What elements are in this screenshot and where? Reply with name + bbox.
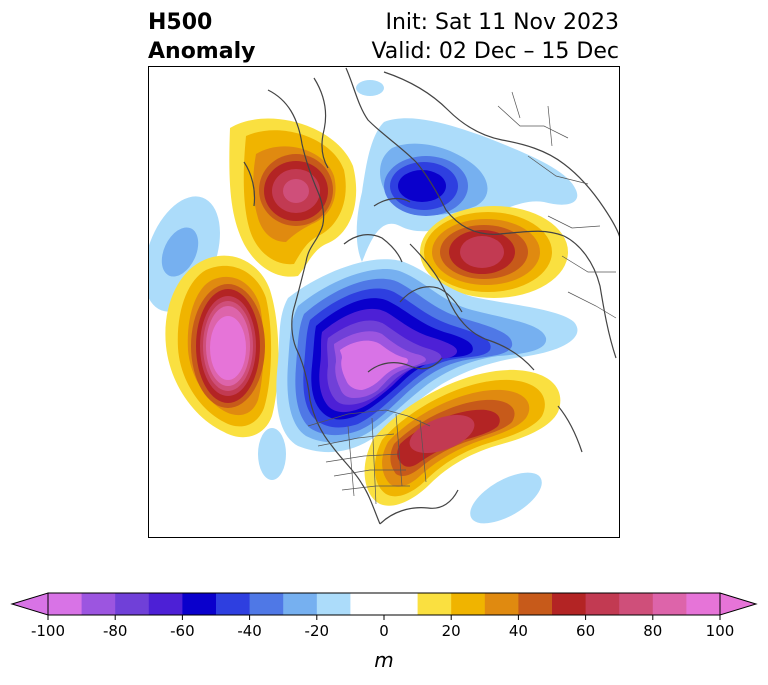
colorbar-swatch (518, 593, 553, 615)
colorbar-swatch (686, 593, 721, 615)
colorbar-swatch (216, 593, 251, 615)
colorbar-swatch (552, 593, 587, 615)
colorbar-tick-label: 0 (379, 622, 389, 640)
minor-negatives (258, 80, 542, 524)
colorbar-tick-label: -40 (237, 622, 262, 640)
colorbar-tick-label: 80 (643, 622, 662, 640)
map-border (148, 66, 620, 538)
colorbar-tick-label: 60 (576, 622, 595, 640)
title-line-2: Anomaly (148, 39, 256, 64)
ridge-north-pacific (165, 255, 279, 438)
colorbar-swatch (115, 593, 150, 615)
colorbar-swatch (384, 593, 419, 615)
colorbar-tick-label: -80 (103, 622, 128, 640)
init-date: Init: Sat 11 Nov 2023 (385, 10, 619, 35)
ridge-siberia (420, 206, 568, 298)
valid-range: Valid: 02 Dec – 15 Dec (371, 39, 619, 64)
colorbar-swatch (316, 593, 351, 615)
colorbar-swatch (148, 593, 183, 615)
colorbar-swatch (451, 593, 486, 615)
borders (307, 91, 617, 505)
anomaly-map (148, 66, 620, 538)
trough-arctic (356, 118, 578, 262)
colorbar-tick-label: -20 (305, 622, 330, 640)
colorbar: -100 -80 -60 -40 -20 0 20 40 60 80 100 m (10, 592, 758, 672)
ridge-northeast-us (364, 369, 561, 506)
colorbar-swatches (48, 593, 721, 615)
colorbar-swatch (182, 593, 217, 615)
colorbar-tick-label: 40 (509, 622, 528, 640)
colorbar-swatch (350, 593, 385, 615)
date-info: Init: Sat 11 Nov 2023 Valid: 02 Dec – 15… (371, 8, 619, 66)
coastlines (243, 67, 620, 525)
colorbar-swatch (484, 593, 519, 615)
colorbar-swatch (585, 593, 620, 615)
title-line-1: H500 (148, 10, 213, 35)
colorbar-extend-low (10, 592, 49, 616)
colorbar-swatch (283, 593, 318, 615)
colorbar-swatch (619, 593, 654, 615)
colorbar-tick-label: -100 (31, 622, 65, 640)
colorbar-ticks: -100 -80 -60 -40 -20 0 20 40 60 80 100 (31, 615, 734, 640)
colorbar-unit-label: m (374, 648, 393, 672)
colorbar-swatch (249, 593, 284, 615)
colorbar-swatch (652, 593, 687, 615)
chart-title: H500 Anomaly (148, 8, 255, 66)
colorbar-swatch (48, 593, 83, 615)
colorbar-tick-label: 20 (442, 622, 461, 640)
colorbar-swatch (417, 593, 452, 615)
colorbar-extend-high (719, 592, 758, 616)
colorbar-tick-label: 100 (706, 622, 735, 640)
colorbar-tick-label: -60 (170, 622, 195, 640)
colorbar-swatch (81, 593, 116, 615)
